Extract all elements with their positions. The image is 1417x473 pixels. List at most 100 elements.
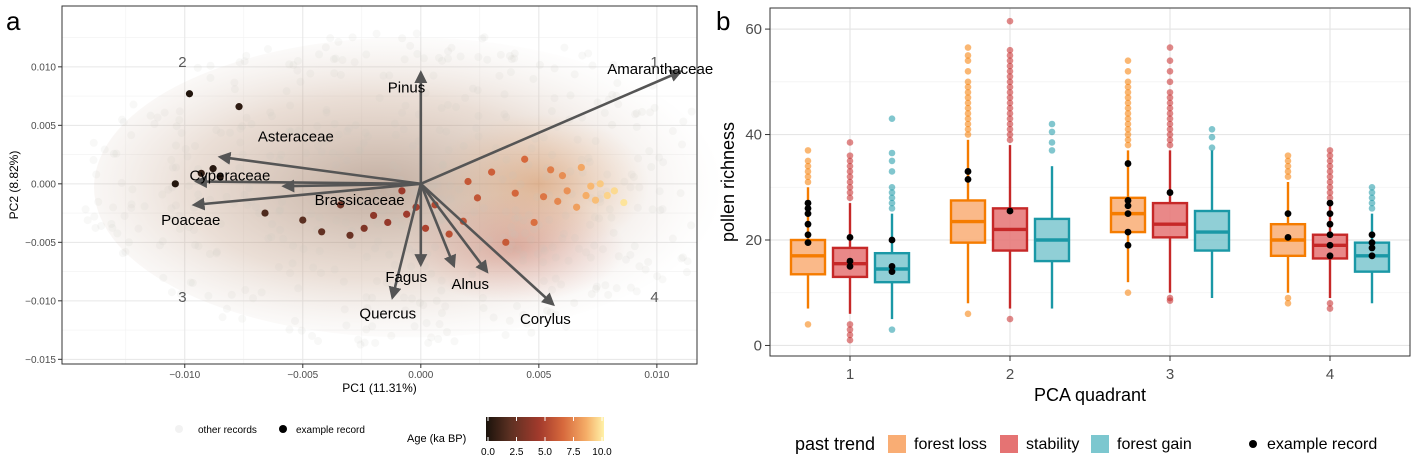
example-record-point (804, 220, 812, 228)
other-record-point (461, 93, 470, 102)
outlier-point (964, 94, 972, 101)
other-record-point (160, 108, 169, 117)
panel-b-x-ticks: 1 2 3 4 (846, 356, 1334, 383)
other-record-point (507, 55, 516, 64)
other-record-point (577, 155, 586, 164)
other-record-point (629, 172, 638, 181)
other-record-point (548, 150, 557, 159)
other-record-point (194, 242, 203, 251)
other-record-point (421, 88, 430, 97)
other-record-point (315, 213, 324, 222)
other-record-point (424, 338, 433, 347)
colorbar-tick-label: 2.5 (510, 447, 524, 458)
other-record-point (586, 253, 595, 262)
other-record-point (167, 204, 176, 213)
loading-label-alnus: Alnus (451, 276, 489, 293)
example-record-point (209, 165, 217, 173)
other-record-point (551, 274, 560, 283)
other-record-point (297, 326, 306, 335)
outlier-point (888, 183, 896, 191)
other-record-point (608, 90, 617, 99)
other-record-point (204, 291, 213, 300)
outlier-point (1006, 115, 1014, 123)
legend-label-forest-gain: forest gain (1117, 436, 1192, 453)
outlier-point (804, 157, 812, 165)
other-record-point (191, 141, 200, 150)
other-record-point (356, 146, 365, 155)
example-record-point (299, 216, 307, 224)
other-record-point (339, 277, 348, 286)
other-record-point (175, 116, 184, 125)
example-record-point (888, 236, 896, 244)
other-record-point (351, 121, 360, 130)
outlier-point (964, 52, 972, 59)
other-record-point (609, 61, 618, 70)
other-record-point (428, 181, 437, 190)
outlier-point (1166, 110, 1174, 117)
other-record-point (285, 60, 294, 69)
other-record-point (331, 174, 340, 183)
outlier-point (1166, 131, 1174, 138)
other-record-point (551, 253, 560, 262)
other-record-point (382, 278, 391, 287)
outlier-point (1048, 128, 1056, 136)
other-record-point (435, 126, 444, 135)
outlier-point (888, 157, 896, 165)
other-record-point (582, 248, 591, 257)
other-record-point (444, 47, 453, 56)
other-record-point (480, 33, 489, 42)
panel-a-y-axis-label: PC2 (8.82%) (7, 151, 21, 220)
other-record-point (608, 120, 617, 129)
quadrant-label-4: 4 (650, 289, 658, 306)
panel-b-y-ticks: 0 20 40 60 (745, 21, 770, 354)
other-record-point (533, 249, 542, 258)
outlier-point (1124, 289, 1132, 297)
loading-label-pinus: Pinus (388, 80, 426, 97)
quadrant-label-3: 3 (178, 289, 186, 306)
other-record-point (89, 156, 98, 165)
other-record-point (401, 306, 410, 315)
other-record-point (362, 293, 371, 302)
other-record-point (604, 290, 613, 299)
example-record-point (603, 191, 611, 200)
other-record-point (385, 204, 394, 213)
other-record-point (206, 195, 215, 204)
other-record-point (514, 213, 523, 222)
other-record-point (598, 245, 607, 254)
other-record-point (648, 205, 657, 214)
other-record-point (609, 228, 618, 237)
other-record-point (184, 223, 193, 232)
panel-b-example-records (804, 160, 1376, 276)
other-record-point (632, 287, 641, 296)
outlier-point (888, 194, 896, 202)
other-record-point (570, 298, 579, 307)
other-record-point (601, 281, 610, 290)
outlier-point (1166, 294, 1174, 302)
other-record-point (334, 37, 343, 46)
other-record-point (248, 294, 257, 303)
example-record-point (1326, 220, 1334, 228)
other-record-point (276, 225, 285, 234)
other-record-point (348, 33, 357, 42)
outlier-point (964, 310, 972, 318)
other-record-point (635, 183, 644, 192)
other-record-point (275, 207, 284, 216)
other-record-point (330, 119, 339, 128)
other-record-point (158, 237, 167, 246)
example-record-point (888, 262, 896, 270)
other-record-point (614, 100, 623, 109)
other-record-point (343, 127, 352, 136)
other-record-point (212, 249, 221, 258)
other-record-point (427, 269, 436, 278)
example-record-point (591, 196, 600, 204)
example-record-point (336, 201, 345, 209)
other-record-point (159, 273, 168, 282)
other-record-point (150, 119, 159, 128)
box-stability-q3 (1151, 44, 1189, 304)
other-record-point (438, 215, 447, 224)
other-record-point (408, 142, 417, 151)
outlier-point (804, 178, 812, 186)
panel-a-x-ticks: −0.010 −0.005 0.000 0.005 0.010 (169, 364, 670, 381)
other-record-point (539, 258, 548, 267)
other-record-point (429, 71, 438, 80)
